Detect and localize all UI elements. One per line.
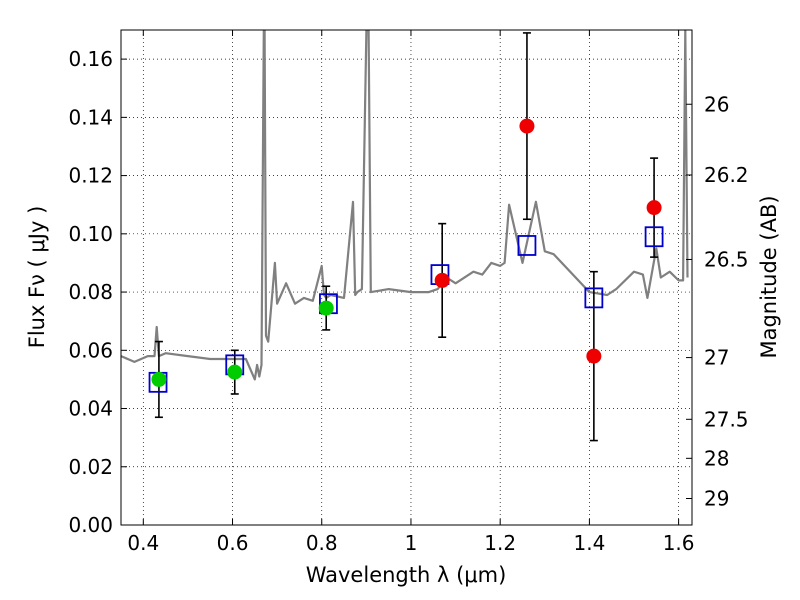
green-data-point <box>151 371 167 387</box>
model-square-point <box>517 235 537 256</box>
red-data-point <box>434 272 450 288</box>
x-tick-label: 1 <box>405 531 418 555</box>
y-tick-label: 0.12 <box>68 164 113 188</box>
model-square-point <box>644 226 664 248</box>
x-tick-label: 1.4 <box>573 531 605 555</box>
plot-area <box>121 30 689 442</box>
y-tick-label: 0.10 <box>68 222 113 246</box>
right-tick-label: 26.5 <box>704 247 749 271</box>
x-tick-label: 0.4 <box>127 531 159 555</box>
y-tick-label: 0.06 <box>68 338 113 362</box>
right-tick-label: 28 <box>704 446 729 470</box>
red-data-point <box>646 200 662 216</box>
x-tick-label: 1.2 <box>484 531 516 555</box>
green-data-point <box>227 364 243 380</box>
right-tick-label: 27.5 <box>704 407 749 431</box>
y-tick-label: 0.00 <box>68 513 113 537</box>
grid <box>121 30 692 526</box>
red-data-point <box>519 118 535 134</box>
x-tick-label: 1.6 <box>663 531 695 555</box>
y-tick-label: 0.04 <box>68 397 113 421</box>
ticks: 0.4 0.6 0.8 1 1.2 1.4 1.6 0.00 0.02 0.04 0.06 0.08 0… <box>68 30 749 555</box>
right-axis-label: Magnitude (AB) <box>757 195 781 358</box>
x-tick-label: 0.6 <box>217 531 249 555</box>
model-square-point <box>584 287 604 309</box>
right-tick-label: 26.2 <box>704 163 749 187</box>
red-data-point <box>586 348 602 364</box>
x-tick-label: 0.8 <box>306 531 338 555</box>
y-axis-label: Flux Fν ( μJy ) <box>25 206 49 349</box>
right-tick-label: 29 <box>704 487 729 511</box>
y-tick-label: 0.16 <box>68 47 113 71</box>
green-data-point <box>318 300 334 316</box>
y-tick-label: 0.14 <box>68 105 113 129</box>
right-tick-label: 26 <box>704 92 729 116</box>
x-axis-label: Wavelength λ (μm) <box>306 563 507 587</box>
right-tick-label: 27 <box>704 346 729 370</box>
plot-frame <box>120 29 693 526</box>
spectrum-line <box>121 30 689 381</box>
y-tick-label: 0.08 <box>68 280 113 304</box>
y-tick-label: 0.02 <box>68 455 113 479</box>
